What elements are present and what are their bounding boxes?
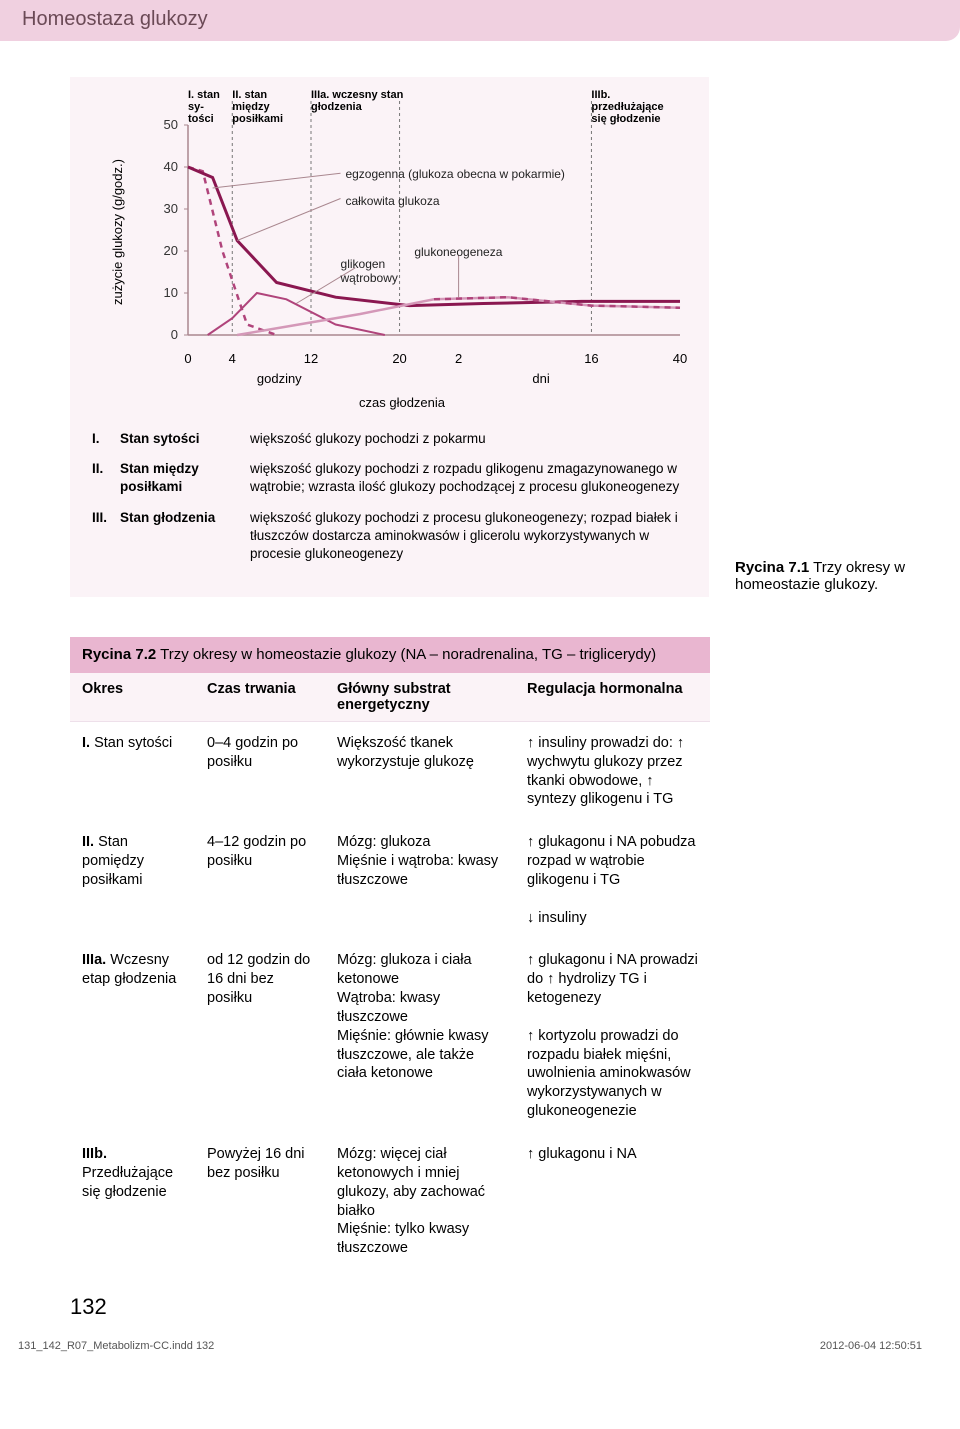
table-cell: ↑ glukagonu i NA prowadzi do ↑ hydrolizy… bbox=[515, 939, 710, 1133]
svg-text:10: 10 bbox=[164, 285, 178, 300]
footer: 131_142_R07_Metabolizm-CC.indd 132 2012-… bbox=[0, 1340, 940, 1352]
table-cell: IIIb. Przedłużające się głodzenie bbox=[70, 1133, 195, 1270]
table-cell: Większość tkanek wykorzystuje glukozę bbox=[325, 721, 515, 821]
table-cell: Powyżej 16 dni bez posiłku bbox=[195, 1133, 325, 1270]
table-cell: Mózg: więcej ciał ketonowych i mniej glu… bbox=[325, 1133, 515, 1270]
phase-label: II. stanmiędzyposiłkami bbox=[232, 89, 311, 125]
x-tick: 20 bbox=[392, 351, 406, 366]
figure-7-1-box: zużycie glukozy (g/godz.) I. stansy-tośc… bbox=[70, 77, 709, 597]
figure-7-1-caption: Rycina 7.1 Trzy okresy w homeostazie glu… bbox=[735, 559, 960, 593]
page-title: Homeostaza glukozy bbox=[22, 8, 208, 30]
table-cell: II. Stan pomiędzy posiłkami bbox=[70, 821, 195, 939]
table-cell: IIIa. Wczesny etap głodzenia bbox=[70, 939, 195, 1133]
table-row: IIIa. Wczesny etap głodzeniaod 12 godzin… bbox=[70, 939, 710, 1133]
table-cell: ↑ glukagonu i NA bbox=[515, 1133, 710, 1270]
table-cell: 4–12 godzin po posiłku bbox=[195, 821, 325, 939]
x-tick: 16 bbox=[584, 351, 598, 366]
x-tick: 40 bbox=[673, 351, 687, 366]
x-tick: 12 bbox=[304, 351, 318, 366]
series-label: glukoneogeneza bbox=[414, 245, 502, 259]
figure-7-1-label: Rycina 7.1 bbox=[735, 559, 809, 576]
table-header-row: OkresCzas trwaniaGłówny substrat energet… bbox=[70, 673, 710, 722]
chart-svg: 50 40 30 20 10 0 bbox=[122, 95, 682, 345]
table-col-header: Okres bbox=[70, 673, 195, 722]
svg-text:30: 30 bbox=[164, 201, 178, 216]
table-cell: od 12 godzin do 16 dni bez posiłku bbox=[195, 939, 325, 1133]
phases-table: OkresCzas trwaniaGłówny substrat energet… bbox=[70, 673, 710, 1270]
figure-7-2-text: Trzy okresy w homeostazie glukozy (NA – … bbox=[160, 646, 656, 663]
figure-7-2-caption: Rycina 7.2 Trzy okresy w homeostazie glu… bbox=[70, 637, 710, 673]
table-col-header: Czas trwania bbox=[195, 673, 325, 722]
legend-name: Stan głodzenia bbox=[120, 509, 250, 564]
legend-num: I. bbox=[92, 430, 120, 448]
table-row: I. Stan sytości0–4 godzin po posiłkuWięk… bbox=[70, 721, 710, 821]
phase-label: I. stansy-tości bbox=[188, 89, 232, 125]
x-unit-label: dni bbox=[532, 371, 549, 386]
figure-7-2: Rycina 7.2 Trzy okresy w homeostazie glu… bbox=[70, 637, 710, 1270]
x-tick: 2 bbox=[455, 351, 462, 366]
legend-name: Stan między posiłkami bbox=[120, 460, 250, 496]
table-cell: ↑ insuliny prowadzi do: ↑ wychwytu gluko… bbox=[515, 721, 710, 821]
x-axis-ticks: 04122021640godzinydni bbox=[188, 351, 680, 371]
x-tick: 4 bbox=[229, 351, 236, 366]
legend-row: III.Stan głodzeniawiększość glukozy poch… bbox=[92, 509, 687, 564]
legend-num: II. bbox=[92, 460, 120, 496]
x-unit-label: godziny bbox=[257, 371, 302, 386]
page-header: Homeostaza glukozy bbox=[0, 0, 960, 41]
y-axis-label: zużycie glukozy (g/godz.) bbox=[110, 159, 125, 305]
page: Homeostaza glukozy zużycie glukozy (g/go… bbox=[0, 0, 960, 1360]
table-cell: I. Stan sytości bbox=[70, 721, 195, 821]
page-number: 132 bbox=[70, 1294, 960, 1320]
table-cell: 0–4 godzin po posiłku bbox=[195, 721, 325, 821]
footer-right: 2012-06-04 12:50:51 bbox=[820, 1340, 922, 1352]
table-cell: Mózg: glukozaMięśnie i wątroba: kwasy tł… bbox=[325, 821, 515, 939]
table-row: IIIb. Przedłużające się głodzeniePowyżej… bbox=[70, 1133, 710, 1270]
svg-text:0: 0 bbox=[171, 327, 178, 342]
table-col-header: Główny substrat energetyczny bbox=[325, 673, 515, 722]
legend-desc: większość glukozy pochodzi z rozpadu gli… bbox=[250, 460, 687, 496]
legend-row: I.Stan sytościwiększość glukozy pochodzi… bbox=[92, 430, 687, 448]
x-tick: 0 bbox=[184, 351, 191, 366]
table-body: I. Stan sytości0–4 godzin po posiłkuWięk… bbox=[70, 721, 710, 1270]
series-label: całkowita glukoza bbox=[345, 194, 439, 208]
table-row: II. Stan pomiędzy posiłkami4–12 godzin p… bbox=[70, 821, 710, 939]
legend-desc: większość glukozy pochodzi z procesu glu… bbox=[250, 509, 687, 564]
svg-text:50: 50 bbox=[164, 117, 178, 132]
legend-num: III. bbox=[92, 509, 120, 564]
figure-legend: I.Stan sytościwiększość glukozy pochodzi… bbox=[92, 430, 687, 563]
legend-row: II.Stan między posiłkamiwiększość glukoz… bbox=[92, 460, 687, 496]
table-cell: ↑ glukagonu i NA pobudza rozpad w wątrob… bbox=[515, 821, 710, 939]
phase-label: IIIa. wczesny stangłodzenia bbox=[311, 89, 591, 125]
series-label: glikogen wątrobowy bbox=[341, 257, 421, 285]
svg-text:20: 20 bbox=[164, 243, 178, 258]
figure-7-2-label: Rycina 7.2 bbox=[82, 646, 156, 663]
phase-labels-row: I. stansy-tościII. stanmiędzyposiłkamiII… bbox=[188, 89, 680, 125]
phase-label: IIIb. przedłużającesię głodzenie bbox=[591, 89, 680, 125]
chart-area: zużycie glukozy (g/godz.) I. stansy-tośc… bbox=[122, 95, 682, 410]
x-axis-title: czas głodzenia bbox=[122, 395, 682, 410]
series-label: egzogenna (glukoza obecna w pokarmie) bbox=[345, 167, 564, 181]
legend-desc: większość glukozy pochodzi z pokarmu bbox=[250, 430, 687, 448]
svg-text:40: 40 bbox=[164, 159, 178, 174]
table-col-header: Regulacja hormonalna bbox=[515, 673, 710, 722]
figure-7-1: zużycie glukozy (g/godz.) I. stansy-tośc… bbox=[70, 77, 960, 597]
footer-left: 131_142_R07_Metabolizm-CC.indd 132 bbox=[18, 1340, 214, 1352]
legend-name: Stan sytości bbox=[120, 430, 250, 448]
table-cell: Mózg: glukoza i ciała ketonoweWątroba: k… bbox=[325, 939, 515, 1133]
